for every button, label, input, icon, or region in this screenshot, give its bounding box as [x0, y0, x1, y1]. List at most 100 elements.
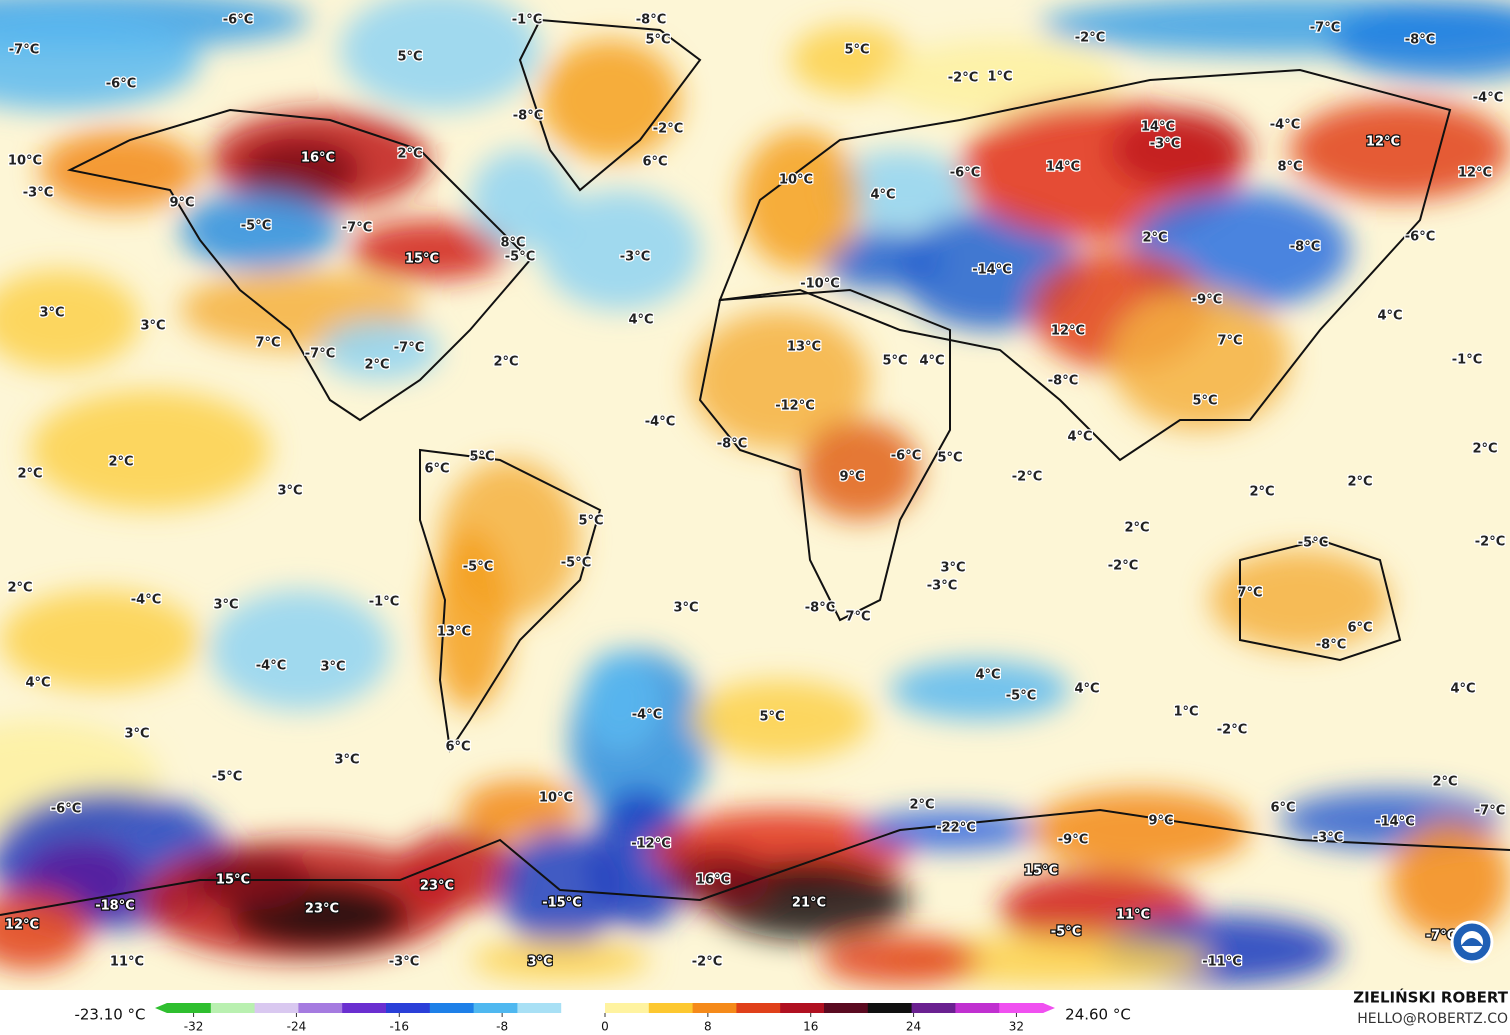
temperature-blob [0, 590, 200, 690]
temperature-blob [350, 220, 510, 280]
temperature-label: -7°C [1426, 929, 1456, 944]
temperature-label: -22°C [936, 821, 976, 836]
temperature-label: -1°C [1452, 353, 1482, 368]
temperature-label: 2°C [1124, 521, 1149, 536]
noaa-logo [1450, 920, 1494, 964]
temperature-label: 10°C [8, 154, 42, 169]
temperature-label: -7°C [305, 347, 335, 362]
temperature-label: -7°C [394, 341, 424, 356]
colorbar-min: -23.10 °C [74, 1006, 145, 1024]
temperature-label: -7°C [1475, 804, 1505, 819]
temperature-label: -5°C [505, 250, 535, 265]
temperature-label: -12°C [775, 399, 815, 414]
temperature-label: -8°C [1290, 240, 1320, 255]
temperature-label: -4°C [1270, 118, 1300, 133]
temperature-label: 5°C [1192, 394, 1217, 409]
temperature-label: -8°C [636, 13, 666, 28]
temperature-blob [320, 320, 440, 380]
temperature-label: 4°C [870, 188, 895, 203]
temperature-label: 2°C [1142, 231, 1167, 246]
temperature-label: -3°C [620, 250, 650, 265]
temperature-label: 5°C [645, 33, 670, 48]
temperature-label: -2°C [948, 71, 978, 86]
colorbar-swatch [692, 1003, 737, 1013]
temperature-label: -8°C [1405, 33, 1435, 48]
temperature-label: -2°C [1475, 535, 1505, 550]
temperature-label: 5°C [469, 450, 494, 465]
colorbar-swatch [254, 1003, 299, 1013]
colorbar-swatch [824, 1003, 869, 1013]
colorbar-swatch [210, 1003, 256, 1013]
temperature-label: 16°C [696, 873, 730, 888]
colorbar-swatch [561, 1003, 606, 1013]
temperature-label: -2°C [692, 955, 722, 970]
temperature-label: -4°C [1473, 91, 1503, 106]
temperature-label: -15°C [542, 896, 582, 911]
credit-email: HELLO@ROBERTZ.CO [1357, 1011, 1508, 1027]
temperature-label: 6°C [445, 740, 470, 755]
temperature-label: -18°C [95, 899, 135, 914]
temperature-label: -9°C [1192, 293, 1222, 308]
temperature-label: -3°C [927, 579, 957, 594]
temperature-label: 1°C [987, 70, 1012, 85]
colorbar-tick-label: -32 [184, 1020, 204, 1034]
temperature-label: 15°C [216, 873, 250, 888]
temperature-label: -8°C [1048, 374, 1078, 389]
colorbar-swatch [167, 1003, 212, 1013]
temperature-field [0, 0, 1510, 985]
temperature-label: 9°C [839, 470, 864, 485]
temperature-label: 5°C [937, 451, 962, 466]
temperature-label: 3°C [277, 484, 302, 499]
temperature-blob [460, 780, 580, 840]
temperature-blob [470, 940, 650, 980]
temperature-label: -4°C [645, 415, 675, 430]
temperature-blob [580, 650, 660, 750]
temperature-label: -2°C [1075, 31, 1105, 46]
temperature-label: 12°C [1366, 135, 1400, 150]
temperature-label: 3°C [124, 727, 149, 742]
colorbar-left-cap [155, 1003, 167, 1013]
colorbar-swatch [605, 1003, 650, 1013]
temperature-label: 2°C [909, 798, 934, 813]
temperature-label: 4°C [919, 354, 944, 369]
temperature-blob [1210, 550, 1390, 650]
temperature-label: 10°C [539, 791, 573, 806]
temperature-label: 3°C [39, 306, 64, 321]
temperature-label: 3°C [940, 561, 965, 576]
temperature-label: 15°C [405, 252, 439, 267]
colorbar-tick-label: 32 [1009, 1020, 1024, 1034]
temperature-label: 3°C [140, 319, 165, 334]
colorbar: -32 -24 -16 -8 0 8 16 24 32 [155, 1003, 1055, 1034]
temperature-label: 4°C [1377, 309, 1402, 324]
temperature-label: 1°C [1173, 705, 1198, 720]
temperature-blob [1110, 110, 1250, 190]
temperature-blob [790, 25, 910, 95]
temperature-label: 15°C [1024, 864, 1058, 879]
temperature-label: -5°C [241, 219, 271, 234]
temperature-label: -6°C [223, 13, 253, 28]
temperature-label: 8°C [500, 236, 525, 251]
colorbar-tick-label: -8 [496, 1020, 508, 1034]
temperature-label: -8°C [1316, 638, 1346, 653]
temperature-label: 11°C [1116, 908, 1150, 923]
temperature-label: -12°C [631, 837, 671, 852]
temperature-label: 4°C [25, 676, 50, 691]
temperature-blob [820, 935, 980, 985]
colorbar-swatch [780, 1003, 825, 1013]
temperature-label: -8°C [805, 601, 835, 616]
colorbar-tick-label: 0 [601, 1020, 609, 1034]
temperature-label: 2°C [17, 467, 42, 482]
temperature-label: -2°C [1217, 723, 1247, 738]
temperature-blob [690, 680, 870, 760]
temperature-label: 2°C [7, 581, 32, 596]
temperature-blob [540, 190, 700, 310]
temperature-label: -2°C [1108, 559, 1138, 574]
temperature-label: 14°C [1141, 120, 1175, 135]
temperature-blob [0, 10, 200, 110]
temperature-blob [1030, 790, 1250, 870]
temperature-label: 4°C [1450, 682, 1475, 697]
temperature-blob [540, 40, 680, 160]
colorbar-swatch [955, 1003, 1000, 1013]
temperature-label: 2°C [364, 358, 389, 373]
temperature-label: -5°C [1006, 689, 1036, 704]
